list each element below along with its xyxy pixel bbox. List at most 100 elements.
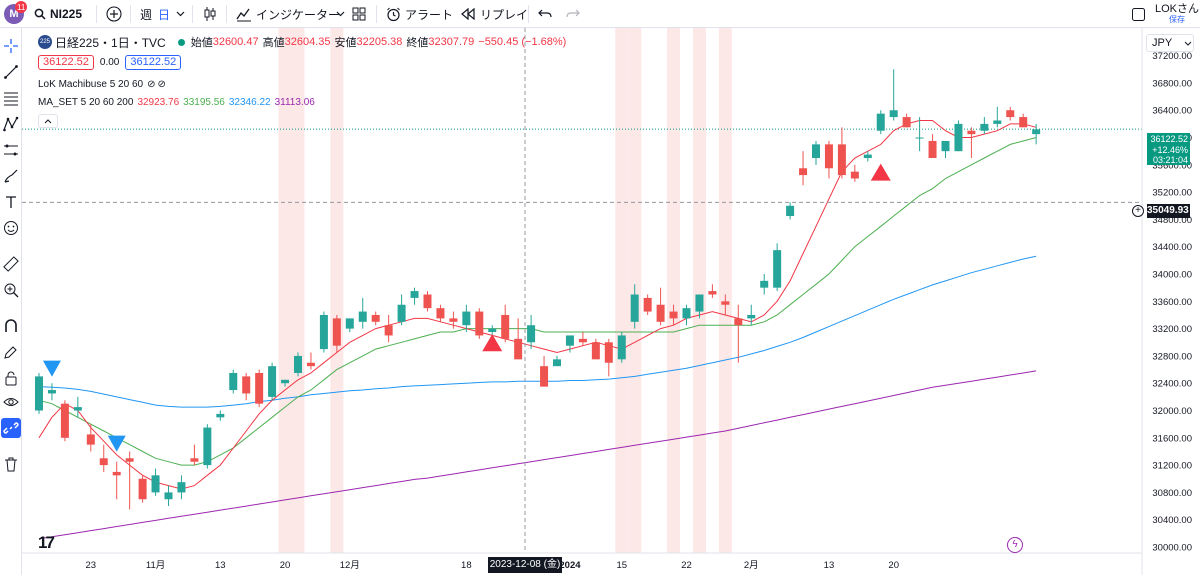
time-tick-label: 13 bbox=[215, 560, 226, 571]
replay-label: リプレイ bbox=[480, 7, 529, 22]
highlight-band bbox=[278, 28, 292, 553]
candle-body bbox=[656, 304, 665, 322]
interval-day-button[interactable]: 日 bbox=[158, 0, 170, 28]
delete-tool[interactable] bbox=[1, 454, 21, 474]
candle-body bbox=[993, 120, 1002, 124]
chevron-down-icon bbox=[336, 11, 345, 17]
settings-icon[interactable]: ⊘ bbox=[157, 78, 166, 90]
last-price-label: 36122.52 +12.46% 03:21:04 bbox=[1147, 133, 1190, 165]
symbol-title[interactable]: 日経225・1日・TVC bbox=[55, 35, 166, 50]
lock-tool[interactable] bbox=[1, 368, 21, 388]
user-menu[interactable]: LOKさん 保存 bbox=[1155, 3, 1199, 25]
price-axis[interactable]: 37200.0036800.0036400.0036000.0035600.00… bbox=[1141, 28, 1192, 575]
candle-body bbox=[294, 355, 302, 373]
indicators-icon bbox=[236, 8, 251, 22]
candle-body bbox=[695, 294, 704, 312]
candle-body bbox=[384, 325, 393, 336]
ma60-line bbox=[38, 255, 1037, 408]
price-tick-label: 33600.00 bbox=[1152, 297, 1192, 308]
candle-body bbox=[837, 144, 846, 176]
undo-button[interactable] bbox=[538, 0, 552, 28]
candle-body bbox=[954, 123, 963, 152]
brush-tool[interactable] bbox=[1, 166, 21, 186]
candle-body bbox=[527, 325, 536, 343]
add-alert-icon[interactable]: + bbox=[1132, 205, 1144, 217]
compare-button[interactable] bbox=[106, 0, 122, 28]
settings-icon[interactable]: ⊘ bbox=[147, 78, 156, 90]
replay-button[interactable]: リプレイ bbox=[460, 0, 528, 28]
redo-button[interactable] bbox=[566, 0, 580, 28]
time-tick-label: 18 bbox=[461, 560, 472, 571]
indicator-ma-label[interactable]: MA_SET 5 20 60 200 bbox=[38, 96, 134, 108]
hide-tool[interactable] bbox=[1, 392, 21, 412]
candle-body bbox=[112, 471, 121, 476]
bid-price[interactable]: 36122.52 bbox=[38, 54, 94, 70]
candle-body bbox=[268, 366, 277, 397]
logo-letter: M bbox=[9, 8, 19, 20]
candle-body bbox=[967, 130, 976, 135]
layout-button[interactable] bbox=[352, 0, 366, 28]
price-tick-label: 34800.00 bbox=[1152, 215, 1192, 226]
alert-button[interactable]: アラート bbox=[386, 0, 453, 28]
trendline-tool[interactable] bbox=[1, 62, 21, 82]
eye-icon bbox=[3, 398, 19, 406]
lock-icon bbox=[5, 371, 17, 386]
buy-signal-marker bbox=[870, 163, 891, 181]
price-tick-label: 31600.00 bbox=[1152, 433, 1192, 444]
text-tool[interactable] bbox=[1, 192, 21, 212]
link-tool[interactable] bbox=[1, 418, 21, 438]
price-tick-label: 32400.00 bbox=[1152, 379, 1192, 390]
legend-quote: 36122.52 0.00 36122.52 bbox=[38, 54, 566, 70]
highlight-band bbox=[330, 28, 344, 553]
ask-price[interactable]: 36122.52 bbox=[125, 54, 182, 70]
candle-body bbox=[980, 123, 989, 131]
price-tick-label: 34400.00 bbox=[1152, 242, 1192, 253]
stay-drawing-tool[interactable] bbox=[1, 342, 21, 362]
candle-body bbox=[410, 291, 419, 298]
fullscreen-checkbox[interactable] bbox=[1132, 0, 1145, 28]
currency-selector[interactable]: JPY bbox=[1146, 34, 1194, 52]
trendline-icon bbox=[4, 65, 18, 79]
ruler-tool[interactable] bbox=[1, 254, 21, 274]
candle-body bbox=[747, 314, 756, 319]
magnet-tool[interactable] bbox=[1, 316, 21, 336]
symbol-search-button[interactable]: NI225 bbox=[34, 0, 82, 28]
close-value: 32307.79 bbox=[428, 36, 475, 48]
indicators-button[interactable]: インジケーター bbox=[236, 0, 340, 28]
divider bbox=[130, 5, 131, 23]
candle-body bbox=[164, 492, 173, 500]
collapse-legend-button[interactable] bbox=[38, 114, 58, 128]
emoji-tool[interactable] bbox=[1, 218, 21, 238]
price-tick-label: 37200.00 bbox=[1152, 51, 1192, 62]
indicators-dropdown[interactable] bbox=[336, 0, 345, 28]
candle-body bbox=[514, 338, 523, 360]
candle-body bbox=[371, 314, 380, 322]
chart-type-button[interactable] bbox=[202, 0, 218, 28]
time-axis[interactable]: 2311月132012月1825202415222月1320 bbox=[22, 552, 1142, 571]
candle-body bbox=[397, 304, 406, 322]
candle-body bbox=[449, 318, 458, 322]
pattern-tool[interactable] bbox=[1, 114, 21, 134]
search-icon bbox=[34, 8, 46, 20]
crosshair-tool[interactable] bbox=[1, 36, 21, 56]
chevron-down-icon bbox=[176, 11, 185, 17]
crosshair-price-label: 35049.93 bbox=[1147, 204, 1190, 218]
indicator-machibuse-label[interactable]: LoK Machibuse 5 20 60 bbox=[38, 78, 144, 90]
price-chart[interactable]: 37200.0036800.0036400.0036000.0035600.00… bbox=[22, 28, 1200, 575]
zoom-tool[interactable] bbox=[1, 280, 21, 300]
candle-body bbox=[125, 458, 134, 462]
candle-body bbox=[876, 113, 885, 131]
candle-body bbox=[345, 318, 354, 329]
symbol-name: NI225 bbox=[50, 7, 83, 21]
projection-tool[interactable] bbox=[1, 140, 21, 160]
interval-dropdown[interactable] bbox=[176, 0, 185, 28]
buy-signal-marker bbox=[482, 334, 503, 352]
tradingview-logo[interactable]: 17 bbox=[38, 533, 55, 552]
replay-icon bbox=[461, 8, 475, 20]
candle-body bbox=[812, 144, 820, 159]
price-tick-label: 33200.00 bbox=[1152, 324, 1192, 335]
lightning-icon[interactable]: ϟ bbox=[1007, 537, 1023, 553]
interval-week-button[interactable]: 週 bbox=[140, 0, 152, 28]
fib-tool[interactable] bbox=[1, 88, 21, 108]
ma60-value: 32346.22 bbox=[228, 96, 271, 108]
